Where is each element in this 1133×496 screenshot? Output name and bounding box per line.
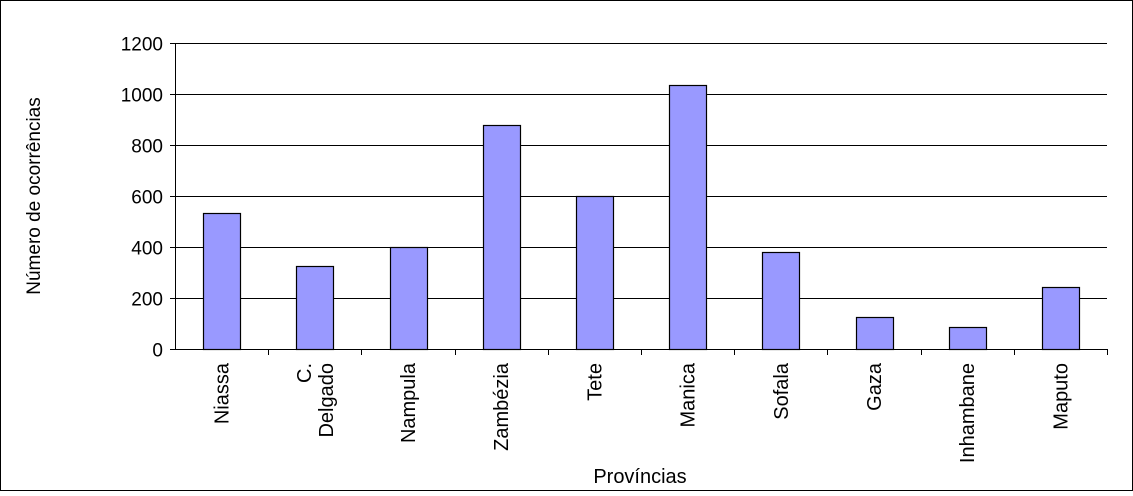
y-tick-label-200: 200	[131, 290, 163, 311]
bar-1	[295, 265, 335, 351]
x-tick-label-line: Nampula	[398, 362, 420, 443]
x-tick-label-7: Gaza	[864, 362, 886, 411]
x-axis-title: Províncias	[593, 466, 686, 488]
y-tick-label-600: 600	[131, 188, 163, 209]
x-tick-label-5: Manica	[678, 362, 700, 427]
x-tick-label-line: Niassa	[212, 362, 234, 424]
x-tick-label-3: Zambézia	[491, 362, 513, 451]
x-tick-label-2: Nampula	[398, 362, 420, 443]
x-tick-label-line: Zambézia	[491, 362, 513, 451]
bars	[202, 84, 1081, 351]
bar-3	[482, 124, 522, 351]
bar-6	[761, 251, 801, 351]
y-tick-label-1200: 1200	[121, 35, 163, 56]
x-tick-label-line: Delgado	[316, 363, 338, 438]
x-tick-label-0: Niassa	[212, 362, 234, 424]
x-tick-label-9: Maputo	[1050, 363, 1072, 430]
bar-5	[668, 84, 708, 351]
y-tick-label-1000: 1000	[121, 86, 163, 107]
x-tick-label-1: C. Delgado	[294, 363, 338, 438]
x-tick-label-8: Inhambane	[957, 363, 979, 463]
y-tick-label-800: 800	[131, 137, 163, 158]
x-tick-label-line: Sofala	[771, 362, 793, 420]
x-tick-label-line: Gaza	[864, 362, 886, 411]
x-tick-label-line: C.	[294, 363, 316, 383]
bar-2	[389, 246, 429, 351]
x-tick-label-line: Maputo	[1050, 363, 1072, 430]
bar-8	[948, 326, 988, 351]
y-tick-labels: 0 200 400 600 800 1000 1200	[121, 35, 163, 362]
y-tick-label-0: 0	[152, 341, 163, 362]
bar-4	[575, 195, 615, 351]
axes	[170, 43, 1108, 355]
bar-7	[855, 316, 895, 351]
y-axis-title: Número de ocorrências	[24, 97, 45, 294]
x-tick-label-4: Tete	[584, 363, 606, 401]
x-tick-label-line: Manica	[678, 362, 700, 427]
x-tick-label-6: Sofala	[771, 362, 793, 420]
y-tick-label-400: 400	[131, 239, 163, 260]
bar-9	[1041, 286, 1081, 351]
x-tick-labels: Niassa C. Delgado Nampula Zambézia Tete Manica…	[212, 362, 1073, 463]
x-tick-label-line: Tete	[584, 363, 606, 401]
x-tick-label-line: Inhambane	[957, 363, 979, 463]
bar-0	[202, 212, 242, 351]
